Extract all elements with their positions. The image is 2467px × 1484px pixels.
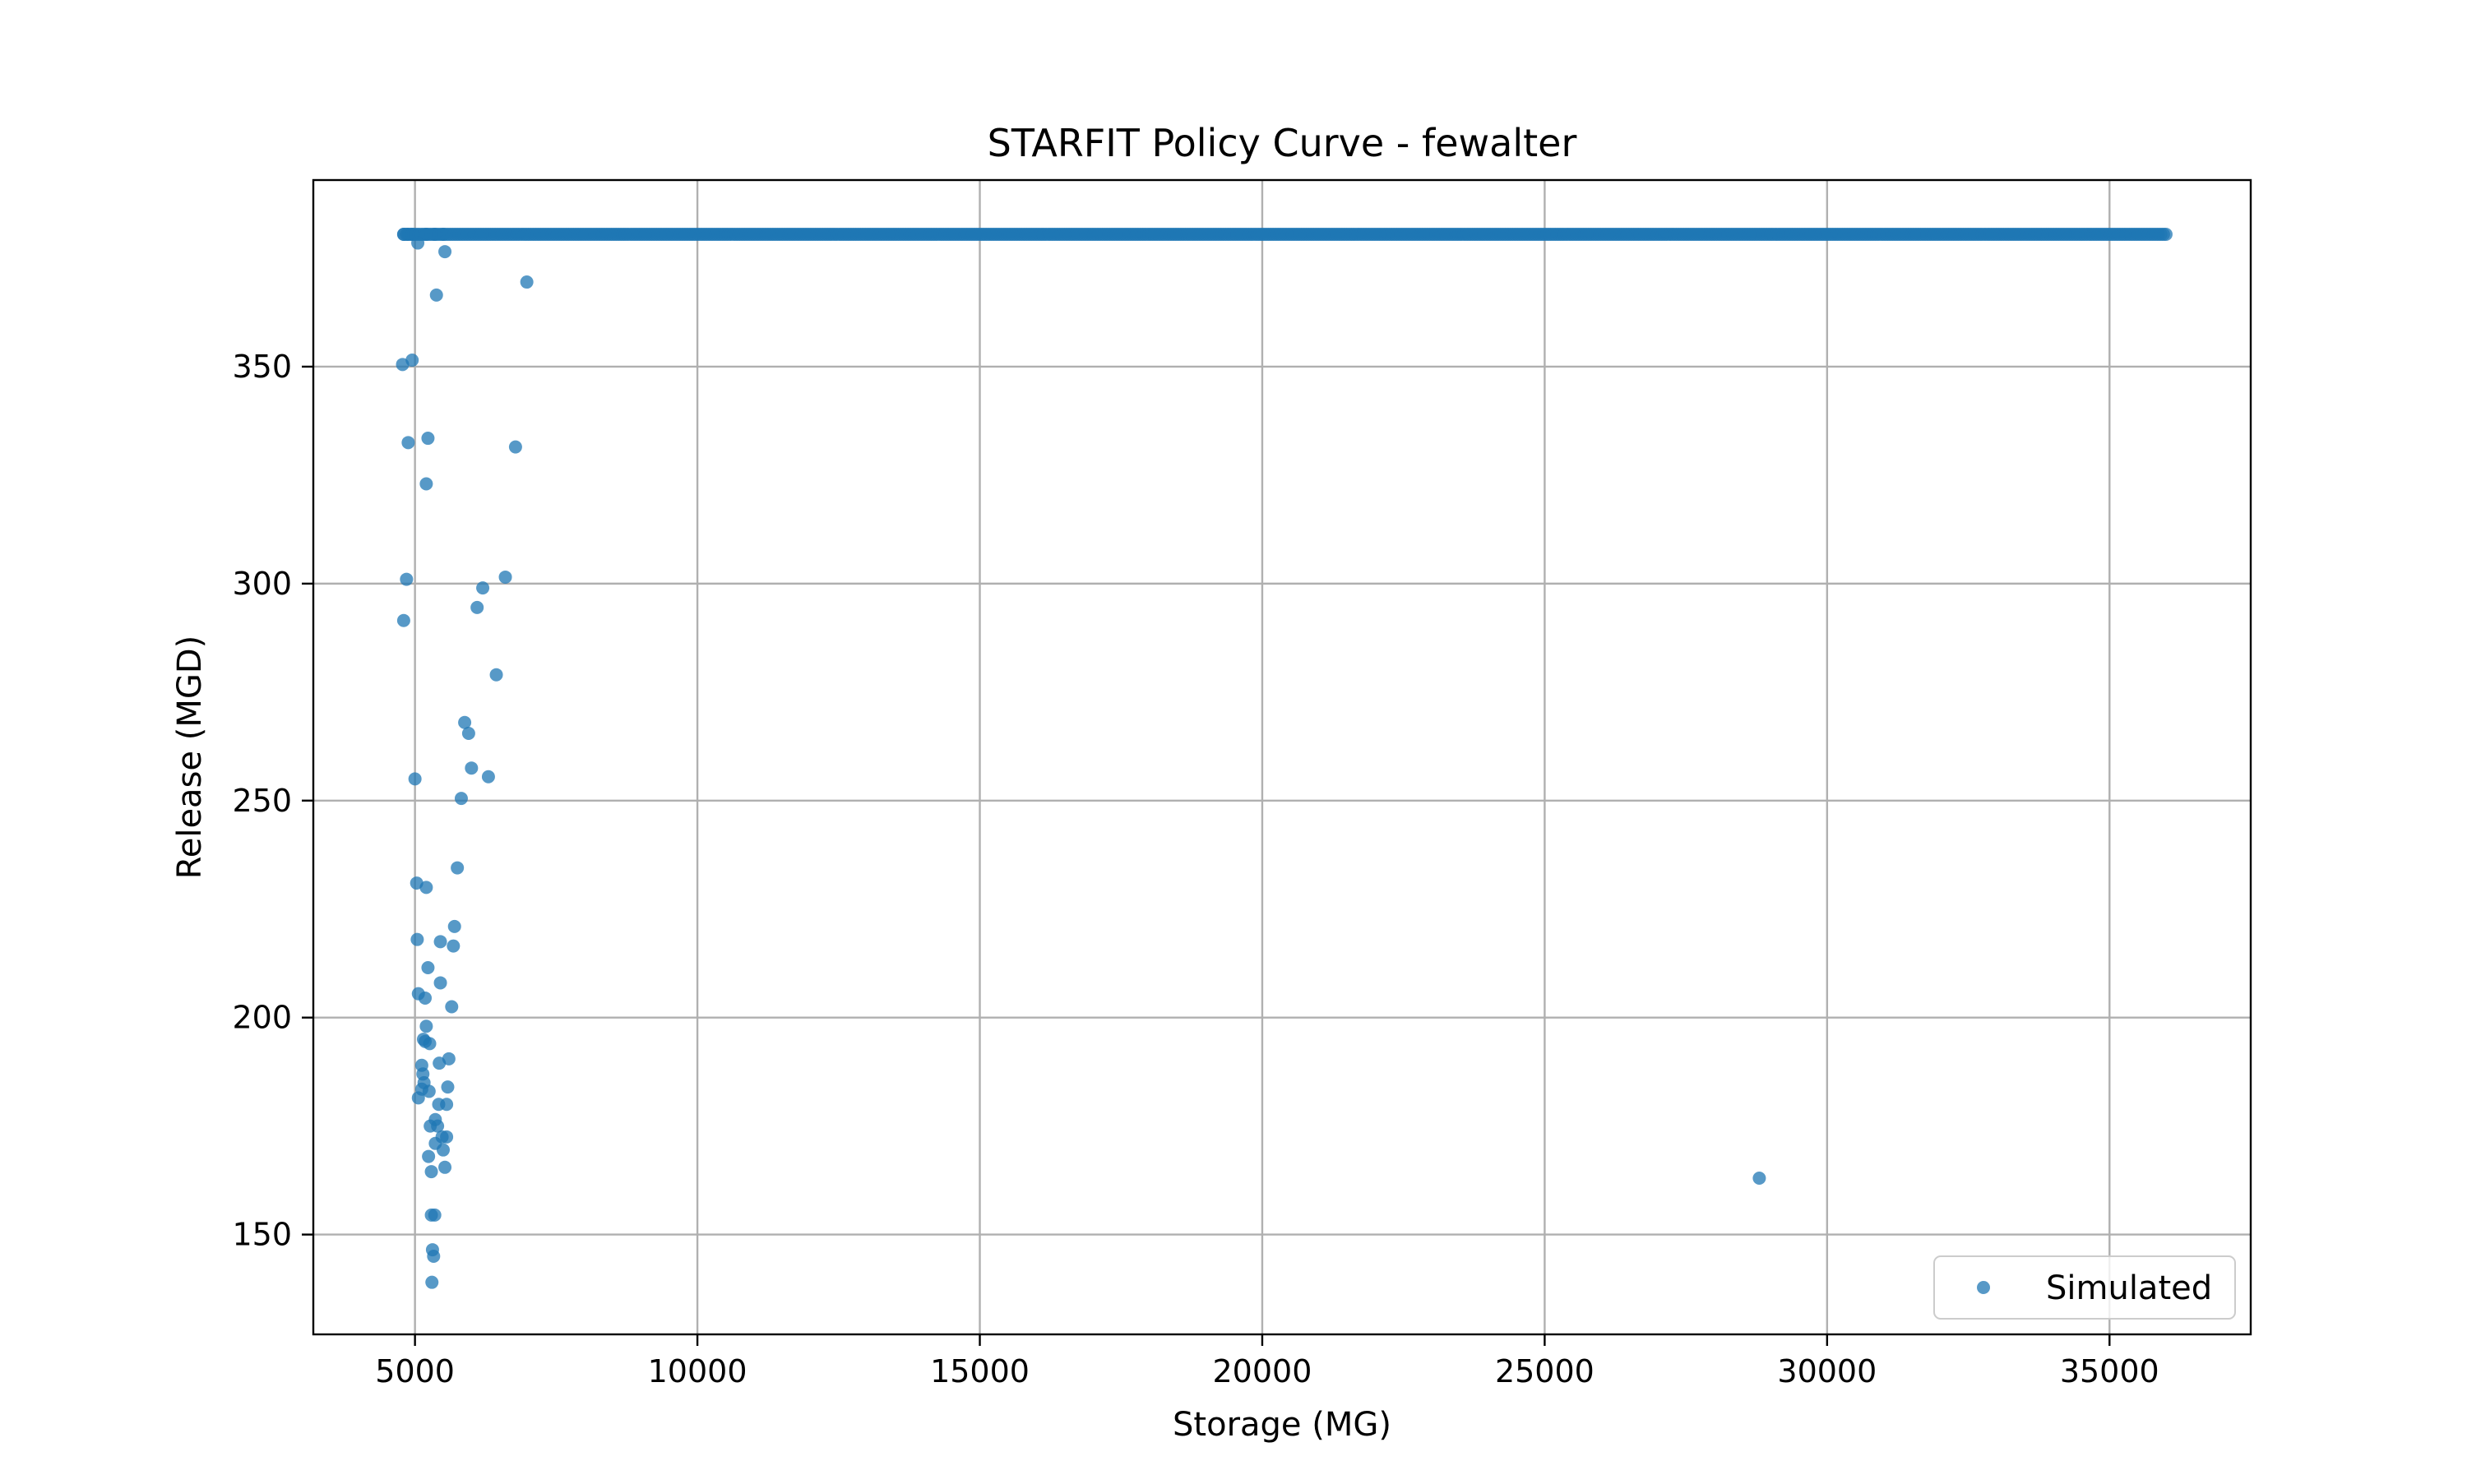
data-point	[411, 1091, 425, 1105]
data-point	[423, 1037, 437, 1051]
data-point	[427, 1249, 441, 1263]
data-point	[411, 236, 425, 250]
plot-frame	[312, 178, 2252, 1336]
data-point	[424, 1165, 438, 1179]
data-point	[438, 1160, 452, 1174]
data-point	[428, 1208, 442, 1222]
data-point	[422, 1149, 436, 1163]
x-tick-label: 15000	[930, 1353, 1030, 1389]
data-point	[2159, 227, 2173, 241]
data-point	[1752, 1171, 1766, 1185]
data-point	[429, 288, 443, 302]
data-point	[400, 572, 414, 586]
x-axis-ticks: 5000 10000 15000 20000 25000 30000 35000	[375, 1334, 2159, 1389]
data-point	[421, 432, 435, 446]
data-point	[433, 935, 447, 949]
data-point	[489, 668, 503, 682]
data-point	[440, 1098, 454, 1112]
y-tick-label: 250	[232, 783, 292, 819]
y-tick-label: 150	[232, 1217, 292, 1253]
data-point	[401, 436, 415, 450]
data-point	[410, 932, 424, 946]
data-point	[440, 1130, 454, 1144]
legend-marker	[1977, 1281, 1990, 1294]
x-tick-label: 25000	[1495, 1353, 1595, 1389]
y-tick-label: 300	[232, 566, 292, 602]
data-point	[425, 1275, 439, 1289]
data-point	[508, 440, 522, 454]
grid	[313, 180, 2251, 1334]
y-axis-label: Release (MGD)	[171, 636, 209, 880]
data-point	[433, 976, 447, 990]
y-tick-label: 350	[232, 349, 292, 385]
data-point	[438, 245, 452, 259]
data-point	[421, 960, 435, 974]
data-points	[396, 227, 2173, 1289]
x-tick-label: 20000	[1213, 1353, 1312, 1389]
data-point	[461, 726, 475, 740]
data-point	[431, 1119, 445, 1133]
data-point	[433, 1056, 447, 1070]
data-point	[422, 1084, 436, 1098]
data-point	[419, 1019, 433, 1033]
data-point	[419, 991, 433, 1005]
data-point	[451, 861, 465, 875]
y-tick-label: 200	[232, 1000, 292, 1036]
data-point	[447, 919, 461, 933]
data-point	[405, 354, 419, 368]
data-point	[458, 715, 472, 729]
x-tick-label: 30000	[1777, 1353, 1877, 1389]
x-axis-label: Storage (MG)	[1173, 1406, 1391, 1444]
plot-area	[313, 180, 2251, 1334]
data-point	[419, 477, 433, 491]
legend-label: Simulated	[2046, 1269, 2212, 1307]
y-axis-ticks: 150 200 250 300 350	[232, 349, 313, 1253]
data-point	[441, 1080, 455, 1094]
data-point	[476, 581, 490, 595]
data-point	[436, 227, 450, 241]
data-point	[465, 761, 479, 775]
data-point	[498, 570, 512, 584]
x-tick-label: 5000	[375, 1353, 455, 1389]
data-point	[470, 600, 484, 614]
chart-title: STARFIT Policy Curve - fewalter	[988, 121, 1577, 165]
data-point	[445, 1000, 459, 1014]
data-point	[436, 1143, 450, 1157]
x-tick-label: 10000	[648, 1353, 748, 1389]
data-point	[481, 770, 495, 784]
data-point	[408, 772, 422, 786]
data-point	[419, 881, 433, 895]
legend: Simulated	[1933, 1255, 2236, 1320]
data-point	[396, 613, 410, 627]
x-tick-label: 35000	[2060, 1353, 2159, 1389]
data-point	[520, 275, 534, 289]
data-point	[454, 792, 468, 806]
data-point	[447, 939, 461, 953]
legend-box	[1933, 1255, 2236, 1320]
